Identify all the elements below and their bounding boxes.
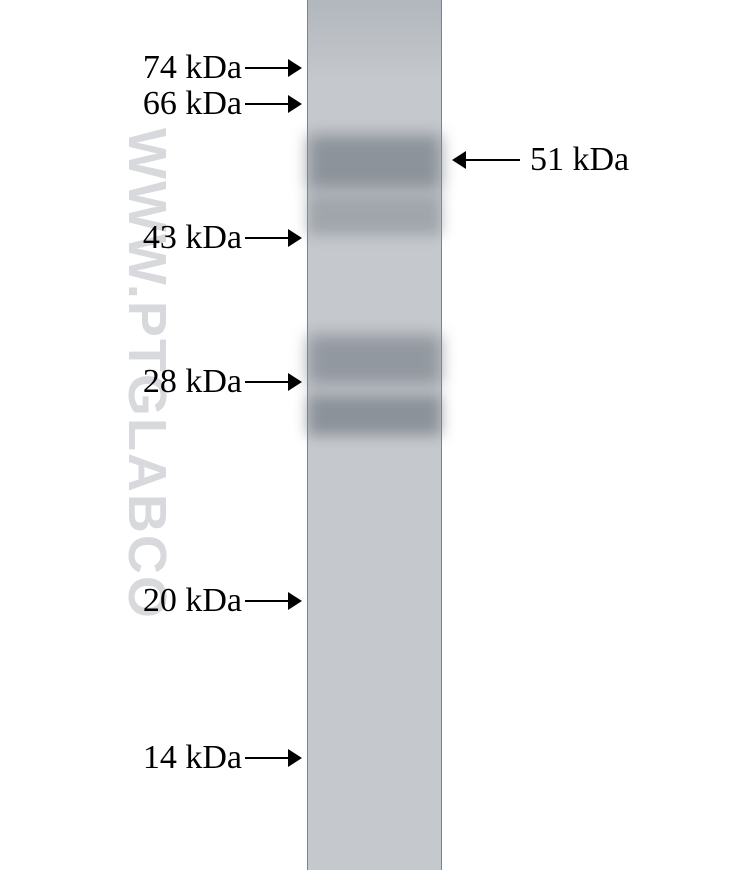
mw-marker-arrow bbox=[245, 381, 302, 383]
protein-band-3 bbox=[308, 335, 441, 385]
protein-band-1 bbox=[308, 135, 441, 190]
lane-top-shadow bbox=[308, 0, 441, 80]
mw-marker-label: 28 kDa bbox=[0, 365, 242, 399]
protein-band-2 bbox=[308, 195, 441, 235]
sample-band-label: 51 kDa bbox=[530, 143, 629, 177]
mw-marker-arrow bbox=[245, 103, 302, 105]
sample-arrow bbox=[452, 159, 520, 161]
mw-marker-label: 20 kDa bbox=[0, 584, 242, 618]
mw-marker-label: 43 kDa bbox=[0, 221, 242, 255]
mw-marker-arrow bbox=[245, 67, 302, 69]
mw-marker-label: 14 kDa bbox=[0, 741, 242, 775]
mw-marker-arrow bbox=[245, 600, 302, 602]
mw-marker-arrow bbox=[245, 237, 302, 239]
mw-marker-label: 66 kDa bbox=[0, 87, 242, 121]
gel-lane bbox=[307, 0, 442, 870]
gel-figure: WWW.PTGLABCO 74 kDa66 kDa43 kDa28 kDa20 … bbox=[0, 0, 740, 870]
mw-marker-arrow bbox=[245, 757, 302, 759]
protein-band-4 bbox=[308, 395, 441, 435]
mw-marker-label: 74 kDa bbox=[0, 51, 242, 85]
